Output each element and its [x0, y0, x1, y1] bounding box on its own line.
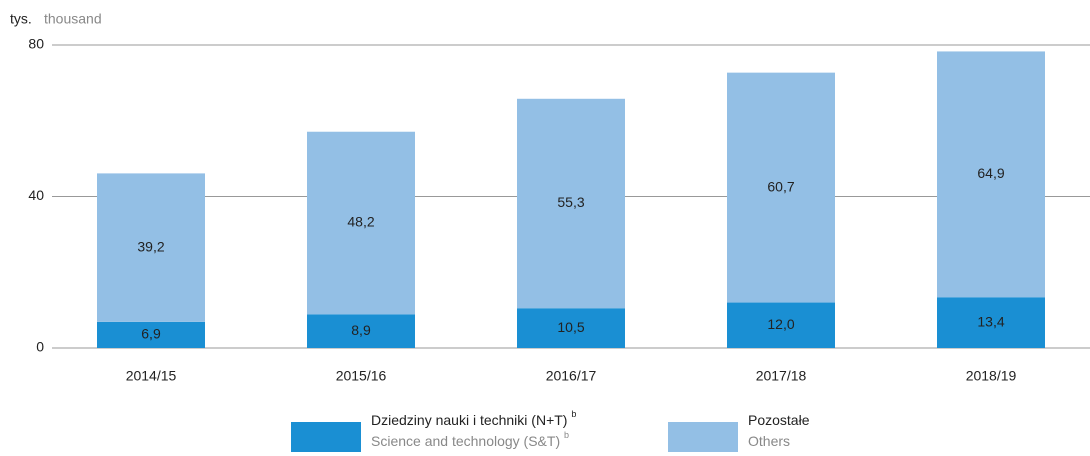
- x-tick-label: 2015/16: [336, 368, 387, 384]
- legend-name-en: Others: [748, 433, 790, 449]
- legend-footnote: b: [564, 430, 569, 440]
- legend-name: Pozostałe: [748, 412, 810, 428]
- data-label: 60,7: [767, 178, 794, 194]
- bar-segment: [307, 131, 415, 315]
- bar-segment: [517, 308, 625, 348]
- bar-segment: [937, 297, 1045, 348]
- legend-label: Pozostałe: [748, 412, 810, 428]
- x-tick-label: 2018/19: [966, 368, 1017, 384]
- bar-segment: [727, 72, 835, 303]
- data-label: 13,4: [977, 313, 1004, 329]
- y-tick-label: 40: [28, 187, 44, 203]
- bar-segment: [97, 173, 205, 322]
- x-tick-label: 2016/17: [546, 368, 597, 384]
- y-axis-label-en: thousand: [44, 11, 102, 27]
- bar-segment: [727, 302, 835, 348]
- x-tick-label: 2017/18: [756, 368, 807, 384]
- data-label: 48,2: [347, 214, 374, 230]
- data-label: 8,9: [351, 322, 371, 338]
- y-tick-label: 0: [36, 339, 44, 355]
- legend-name: Dziedziny nauki i techniki (N+T): [371, 412, 567, 428]
- data-label: 10,5: [557, 319, 584, 335]
- legend-label-en: Science and technology (S&T) b: [371, 430, 569, 448]
- bar-segment: [937, 51, 1045, 298]
- data-label: 39,2: [137, 238, 164, 254]
- legend-name-en: Science and technology (S&T): [371, 433, 560, 449]
- bar-segment: [517, 98, 625, 309]
- y-tick-label: 80: [28, 36, 44, 52]
- data-label: 6,9: [141, 326, 161, 342]
- legend-swatch: [291, 422, 361, 452]
- y-axis-label: tys.: [10, 11, 32, 27]
- data-label: 64,9: [977, 165, 1004, 181]
- x-tick-label: 2014/15: [126, 368, 177, 384]
- legend-label-en: Others: [748, 433, 790, 449]
- data-label: 55,3: [557, 194, 584, 210]
- bar-segment: [307, 314, 415, 348]
- data-label: 12,0: [767, 316, 794, 332]
- bar-segment: [97, 321, 205, 348]
- legend-label: Dziedziny nauki i techniki (N+T) b: [371, 409, 576, 427]
- legend-swatch: [668, 422, 738, 452]
- legend-footnote: b: [571, 409, 576, 419]
